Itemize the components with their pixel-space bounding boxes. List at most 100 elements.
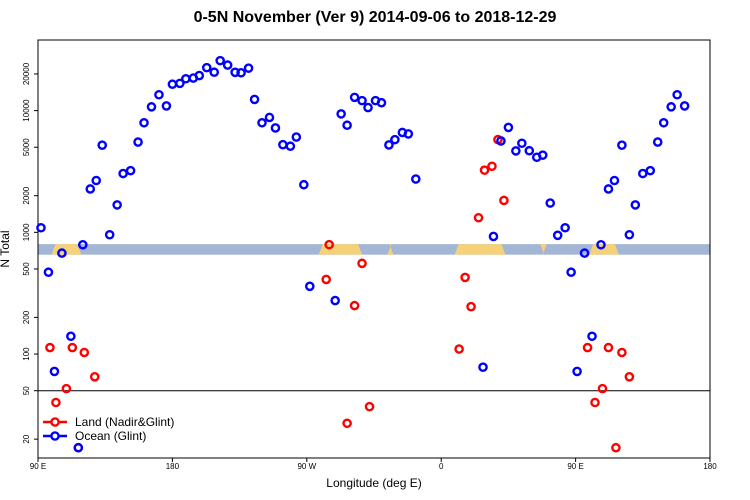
ocean-point — [560, 222, 570, 233]
ocean-point — [43, 267, 54, 278]
x-tick-label: 90 W — [297, 462, 316, 471]
land-segment — [318, 244, 363, 255]
ocean-point — [146, 102, 157, 112]
x-tick-label: 0 — [439, 462, 444, 471]
ocean-point — [161, 101, 172, 111]
ocean-point — [194, 70, 205, 81]
ocean-point — [118, 168, 128, 179]
ocean-point — [66, 331, 76, 342]
ocean-point — [679, 101, 690, 111]
ocean-point — [291, 132, 302, 142]
land-segment — [589, 244, 619, 255]
land-segment — [454, 244, 506, 255]
y-tick-label: 50 — [22, 386, 31, 395]
land-point — [460, 272, 470, 283]
ocean-point — [175, 78, 185, 89]
ocean-point — [257, 117, 267, 128]
ocean-point — [349, 92, 360, 103]
y-axis-label: N Total — [0, 230, 12, 267]
ocean-point — [125, 165, 136, 176]
land-point — [357, 258, 367, 269]
land-point — [321, 274, 332, 285]
y-tick-label: 200 — [22, 310, 31, 324]
ocean-point — [363, 102, 373, 113]
ocean-point — [478, 362, 488, 372]
land-point — [51, 397, 61, 408]
land-ocean-band — [38, 244, 710, 255]
ocean-point — [603, 184, 614, 194]
ocean-point — [658, 117, 669, 128]
land-point — [67, 342, 78, 353]
ocean-point — [524, 145, 535, 156]
ocean-point — [342, 120, 352, 131]
ocean-band — [38, 244, 710, 255]
ocean-point — [503, 122, 514, 133]
land-point — [617, 347, 627, 358]
ocean-point — [645, 165, 656, 176]
ocean-point — [104, 229, 115, 240]
data-points — [36, 55, 690, 453]
ocean-point — [270, 123, 281, 133]
plot-frame — [37, 39, 711, 459]
ocean-point — [652, 137, 663, 147]
ocean-point — [638, 168, 648, 179]
land-point — [364, 401, 375, 412]
x-tick-label: 180 — [166, 462, 180, 471]
ocean-point — [243, 63, 254, 73]
y-tick-label: 10000 — [22, 99, 31, 122]
ocean-point — [49, 366, 60, 377]
x-axis-label: Longitude (deg E) — [326, 476, 421, 490]
land-point — [79, 347, 90, 358]
ocean-point — [624, 229, 635, 240]
ocean-point — [85, 184, 96, 194]
ocean-point — [249, 94, 260, 105]
ocean-point — [596, 239, 606, 250]
ocean-point — [545, 198, 556, 208]
ocean-point — [537, 150, 548, 160]
ocean-point — [139, 117, 149, 128]
ocean-point — [304, 281, 315, 292]
y-tick-label: 5000 — [22, 138, 31, 156]
ocean-point — [579, 248, 590, 258]
x-tick-label: 90 E — [30, 462, 46, 471]
ocean-point — [336, 109, 346, 119]
ocean-point — [230, 67, 240, 78]
ocean-point — [78, 239, 88, 250]
ocean-point — [488, 231, 499, 242]
legend: Land (Nadir&Glint)Ocean (Glint) — [43, 415, 174, 443]
land-point — [454, 344, 464, 354]
y-tick-label: 100 — [22, 347, 31, 361]
land-point — [590, 397, 600, 408]
x-tick-label: 180 — [703, 462, 717, 471]
land-point — [582, 342, 593, 353]
ocean-point — [181, 73, 191, 84]
ocean-point — [215, 55, 225, 66]
ocean-point — [357, 95, 367, 106]
ocean-point — [209, 67, 220, 78]
ocean-point — [496, 136, 506, 146]
legend-label: Land (Nadir&Glint) — [75, 415, 174, 429]
ocean-point — [511, 146, 521, 156]
ocean-point — [91, 175, 102, 186]
land-point — [61, 383, 72, 394]
legend-label: Ocean (Glint) — [75, 429, 146, 443]
ocean-point — [112, 200, 122, 210]
ocean-point — [57, 248, 67, 258]
ocean-point — [666, 102, 676, 112]
ocean-point — [167, 79, 178, 90]
ocean-point — [587, 331, 597, 342]
ocean-point — [411, 174, 421, 184]
ocean-point — [566, 267, 576, 278]
land-point — [499, 195, 509, 206]
ocean-point — [222, 60, 233, 70]
ocean-point — [278, 139, 288, 150]
y-tick-label: 20 — [22, 434, 31, 443]
land-segment — [540, 244, 547, 255]
land-point — [349, 300, 360, 311]
land-point — [473, 212, 484, 223]
ocean-point — [285, 141, 296, 152]
chart-title: 0-5N November (Ver 9) 2014-09-06 to 2018… — [193, 9, 557, 26]
land-point — [89, 372, 100, 382]
ocean-point — [201, 62, 212, 73]
